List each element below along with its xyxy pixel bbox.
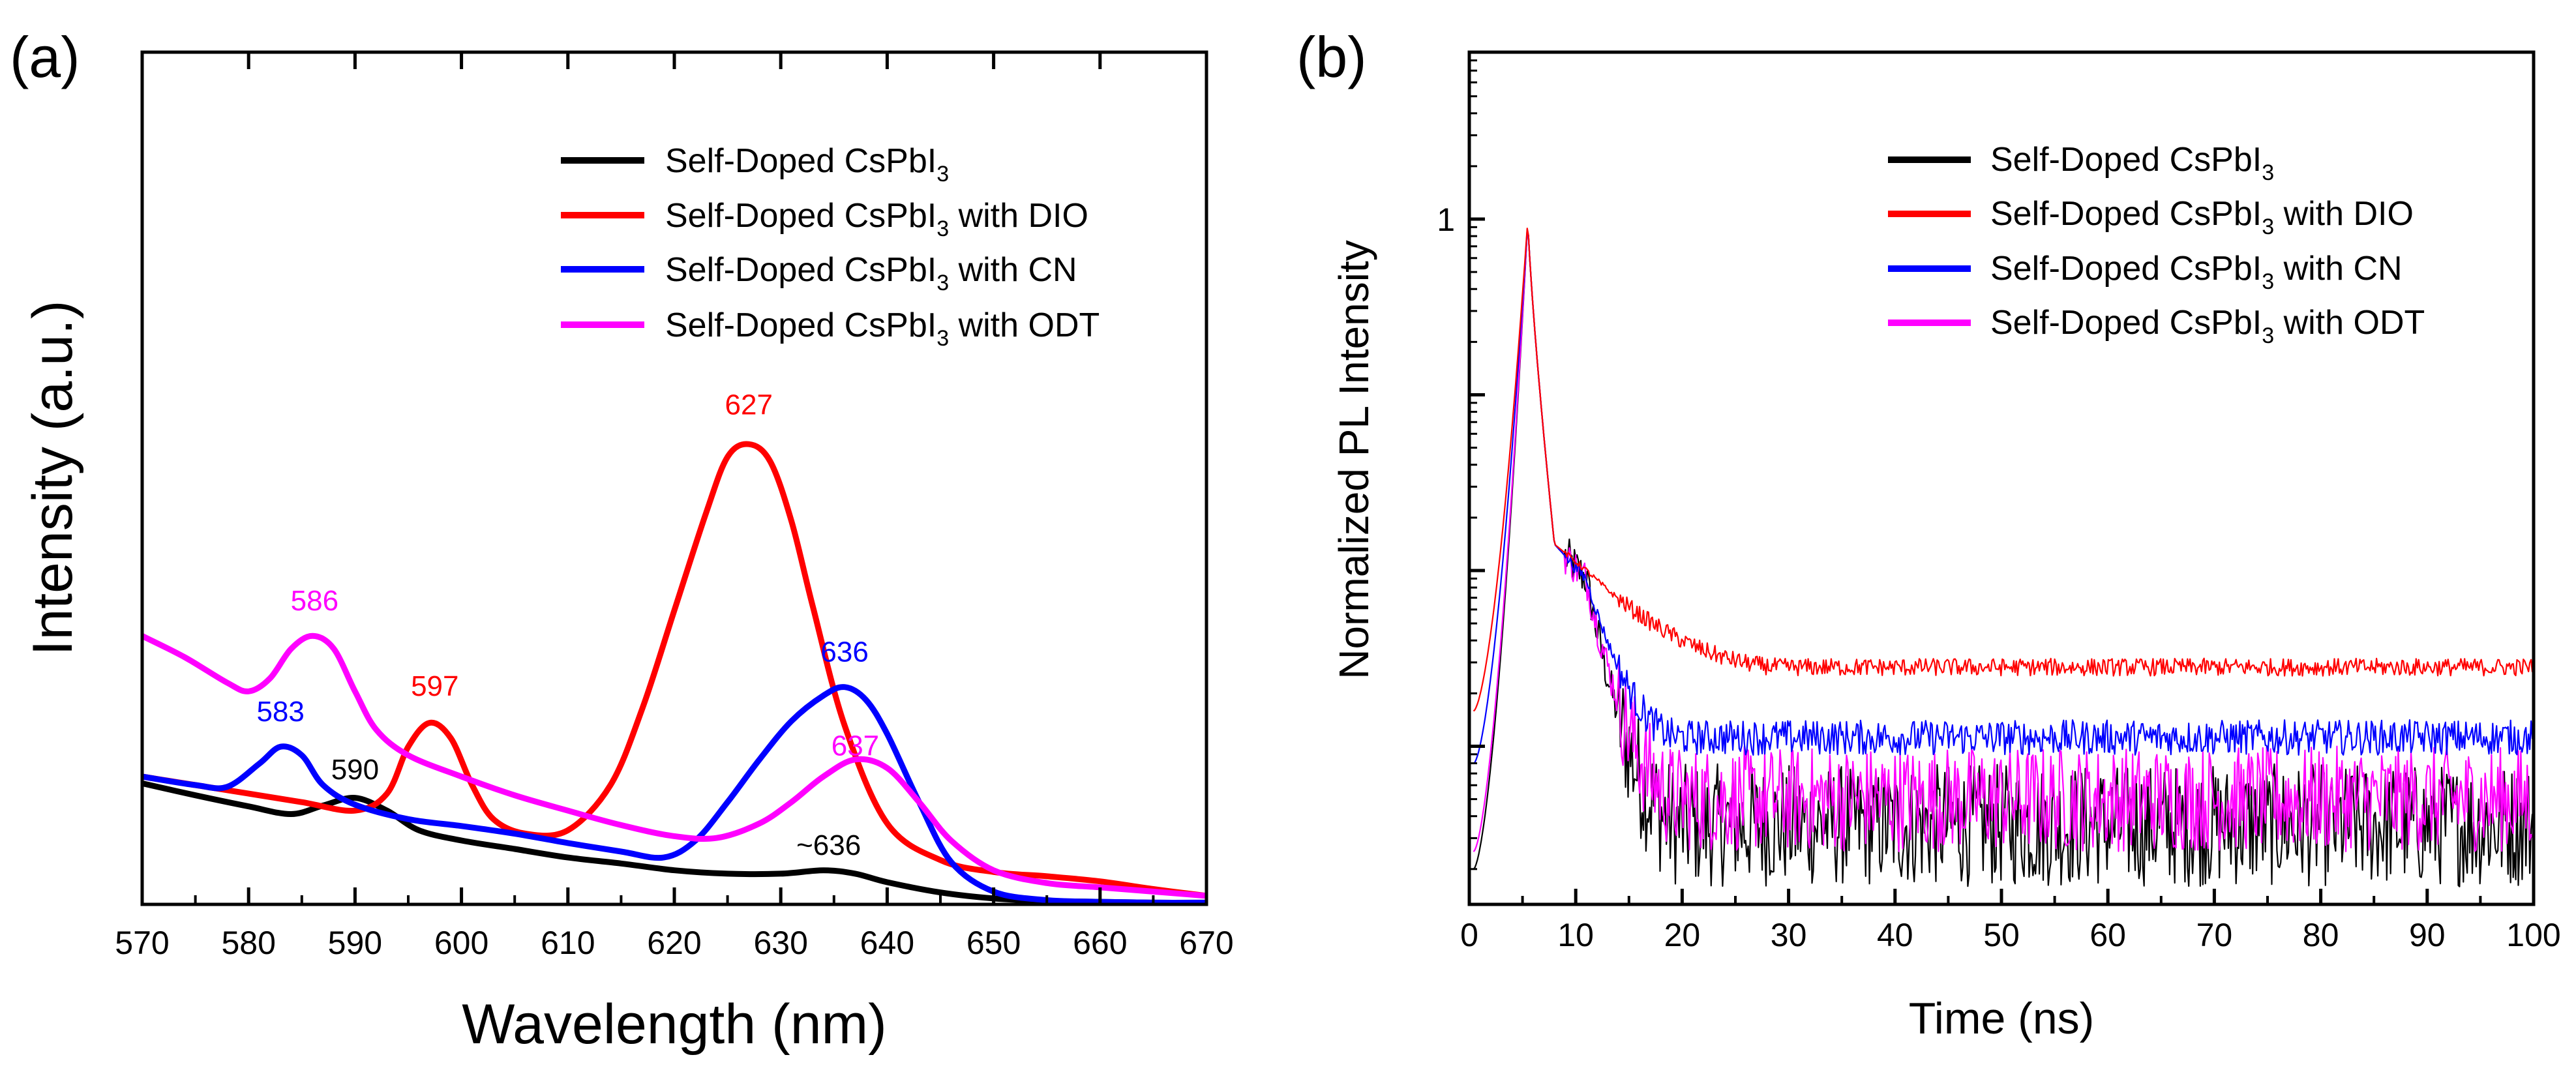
panel-a-legend-item-1: Self-Doped CsPbI3 with DIO bbox=[561, 197, 1088, 241]
panel-b-legend-label-3: Self-Doped CsPbI3 with ODT bbox=[1990, 304, 2425, 348]
panel-b-x-tick-label-9: 90 bbox=[2409, 917, 2446, 953]
panel-a-legend-item-3: Self-Doped CsPbI3 with ODT bbox=[561, 306, 1100, 351]
panel-b-legend-label-2: Self-Doped CsPbI3 with CN bbox=[1990, 250, 2403, 294]
panel-a-x-tick-label-10: 670 bbox=[1179, 925, 1233, 961]
panel-a-peak-label-7: ~636 bbox=[796, 829, 861, 861]
panel-a-x-tick-label-8: 650 bbox=[966, 925, 1021, 961]
panel-a-y-axis-title: Intensity (a.u.) bbox=[22, 301, 84, 656]
panel-a-x-tick-label-6: 630 bbox=[753, 925, 807, 961]
panel-a-legend-label-0: Self-Doped CsPbI3 bbox=[665, 142, 949, 186]
panel-b-y-axis-title: Normalized PL Intensity bbox=[1330, 240, 1377, 679]
panel-b-series-line-3 bbox=[1473, 230, 2534, 852]
panel-b-label: (b) bbox=[1296, 25, 1367, 89]
panel-a-series-line-2 bbox=[142, 684, 1207, 906]
panel-a-peak-label-6: 637 bbox=[831, 730, 879, 762]
panel-b-legend-item-1: Self-Doped CsPbI3 with DIO bbox=[1888, 195, 2414, 239]
panel-b-legend-label-1: Self-Doped CsPbI3 with DIO bbox=[1990, 195, 2414, 239]
panel-a-x-tick-label-4: 610 bbox=[541, 925, 595, 961]
panel-b-x-tick-label-0: 0 bbox=[1460, 917, 1478, 953]
panel-a-plot-frame bbox=[140, 50, 1208, 906]
panel-b-x-ticks: 0 10 20 30 40 50 60 70 80 90 100 bbox=[1460, 889, 2561, 953]
panel-b-legend: Self-Doped CsPbI3 Self-Doped CsPbI3 with… bbox=[1888, 141, 2425, 348]
panel-b-x-tick-label-5: 50 bbox=[1983, 917, 2020, 953]
panel-a-series-line-1 bbox=[142, 441, 1207, 899]
panel-a-peak-label-2: 586 bbox=[291, 585, 338, 617]
panel-a-x-tick-label-1: 580 bbox=[221, 925, 275, 961]
panel-b-legend-item-2: Self-Doped CsPbI3 with CN bbox=[1888, 250, 2403, 294]
panel-b: (b) 0 10 20 30 40 50 60 70 80 90 100 1 Time (ns) N… bbox=[1296, 25, 2561, 1043]
panel-a-legend-label-1: Self-Doped CsPbI3 with DIO bbox=[665, 197, 1088, 241]
panel-a-legend-label-2: Self-Doped CsPbI3 with CN bbox=[665, 251, 1077, 295]
panel-a-x-ticks: 570 580 590 600 610 620 630 640 650 660 670 bbox=[115, 52, 1234, 961]
panel-a-annotations: 627 597 586 583 590 636 637 ~636 bbox=[256, 389, 879, 861]
panel-b-y-tick-label-1: 1 bbox=[1437, 201, 1455, 238]
panel-a-peak-label-1: 597 bbox=[411, 670, 458, 702]
panel-a-series-line-3 bbox=[141, 632, 1207, 899]
panel-b-x-axis-title: Time (ns) bbox=[1909, 994, 2095, 1043]
panel-a-x-tick-label-0: 570 bbox=[115, 925, 169, 961]
panel-b-x-tick-label-4: 40 bbox=[1877, 917, 1913, 953]
panel-a-label: (a) bbox=[10, 25, 80, 89]
panel-b-legend-item-3: Self-Doped CsPbI3 with ODT bbox=[1888, 304, 2425, 348]
panel-a-x-axis-title: Wavelength (nm) bbox=[462, 993, 887, 1056]
panel-b-x-tick-label-1: 10 bbox=[1557, 917, 1594, 953]
panel-b-x-tick-label-3: 30 bbox=[1771, 917, 1807, 953]
panel-a-legend-item-0: Self-Doped CsPbI3 bbox=[561, 142, 949, 186]
panel-a-peak-label-3: 583 bbox=[256, 696, 304, 728]
panel-b-legend-item-0: Self-Doped CsPbI3 bbox=[1888, 141, 2274, 185]
panel-a-x-tick-label-2: 590 bbox=[328, 925, 382, 961]
panel-b-series-line-1 bbox=[1473, 228, 2534, 712]
panel-b-x-tick-label-10: 100 bbox=[2506, 917, 2560, 953]
panel-b-series-group bbox=[1473, 228, 2534, 887]
panel-a-x-tick-label-7: 640 bbox=[860, 925, 914, 961]
panel-b-x-tick-label-2: 20 bbox=[1664, 917, 1701, 953]
panel-a-x-tick-label-9: 660 bbox=[1073, 925, 1127, 961]
panel-a-series-group bbox=[141, 441, 1207, 906]
panel-b-y-ticks: 1 bbox=[1437, 59, 1485, 870]
panel-a-legend-item-2: Self-Doped CsPbI3 with CN bbox=[561, 251, 1077, 295]
panel-a-peak-label-5: 636 bbox=[820, 636, 868, 668]
panel-b-x-tick-label-6: 60 bbox=[2089, 917, 2126, 953]
panel-a-x-tick-label-3: 600 bbox=[434, 925, 488, 961]
panel-b-x-tick-label-7: 70 bbox=[2196, 917, 2233, 953]
panel-b-legend-label-0: Self-Doped CsPbI3 bbox=[1990, 141, 2274, 185]
panel-a-legend-label-3: Self-Doped CsPbI3 with ODT bbox=[665, 306, 1100, 351]
panel-a-peak-label-4: 590 bbox=[331, 754, 379, 786]
panel-a-peak-label-0: 627 bbox=[725, 389, 773, 421]
panel-a-x-tick-label-5: 620 bbox=[647, 925, 701, 961]
panel-b-series-line-2 bbox=[1473, 228, 2534, 765]
panel-a-legend: Self-Doped CsPbI3 Self-Doped CsPbI3 with… bbox=[561, 142, 1100, 351]
panel-b-x-tick-label-8: 80 bbox=[2303, 917, 2339, 953]
